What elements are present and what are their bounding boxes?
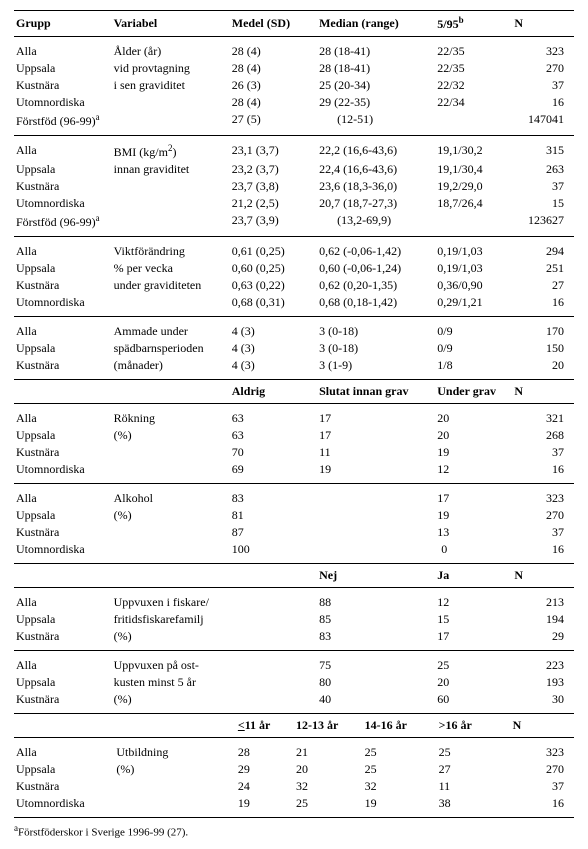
table-row: Uppsalafritidsfiskarefamilj8515194 [14,611,574,628]
sub-header-education: <11 år 12-13 år 14-16 år >16 år N [14,714,574,738]
table-row: Uppsalainnan graviditet23,2 (3,7)22,4 (1… [14,161,574,178]
table-row: Kustnäraunder graviditeten0,63 (0,22)0,6… [14,277,574,294]
sub-header-smoking: Aldrig Slutat innan grav Under grav N [14,380,574,404]
table-row: Kustnära23,7 (3,8)23,6 (18,3-36,0)19,2/2… [14,178,574,195]
table-row: Uppsalakusten minst 5 år8020193 [14,674,574,691]
table-row: Uppsala(%)29202527270 [14,761,574,778]
table-row: Kustnärai sen graviditet26 (3)25 (20-34)… [14,77,574,94]
col-median: Median (range) [317,11,435,37]
data-table: Grupp Variabel Medel (SD) Median (range)… [14,10,574,714]
footnote: aFörstföderskor i Sverige 1996-99 (27). [14,818,574,839]
table-row: Kustnära(månader)4 (3)3 (1-9)1/820 [14,357,574,374]
table-row: Uppsala% per vecka0,60 (0,25)0,60 (-0,06… [14,260,574,277]
table-row: AllaBMI (kg/m2)23,1 (3,7)22,2 (16,6-43,6… [14,142,574,161]
table-row: Uppsala(%)631720268 [14,427,574,444]
table-row: AllaViktförändring0,61 (0,25)0,62 (-0,06… [14,243,574,260]
table-row: Uppsala(%)8119270 [14,507,574,524]
header-row: Grupp Variabel Medel (SD) Median (range)… [14,11,574,37]
table-row: Kustnära70111937 [14,444,574,461]
table-row: Kustnära2432321137 [14,778,574,795]
sub-header-nejja: Nej Ja N [14,564,574,588]
table-row: AllaÅlder (år)28 (4)28 (18-41)22/35323 [14,43,574,60]
table-row: AllaAlkohol8317323 [14,490,574,507]
table-row: AllaAmmade under4 (3)3 (0-18)0/9170 [14,323,574,340]
table-row: AllaUtbildning28212525323 [14,744,574,761]
col-n: N [512,11,574,37]
table-row: Utomnordiska100016 [14,541,574,558]
table-row: Kustnära871337 [14,524,574,541]
col-medel: Medel (SD) [230,11,317,37]
table-row: AllaUppvuxen i fiskare/8812213 [14,594,574,611]
table-row: Utomnordiska21,2 (2,5)20,7 (18,7-27,3)18… [14,195,574,212]
table-row: Uppsalaspädbarnsperioden4 (3)3 (0-18)0/9… [14,340,574,357]
table-row: Förstföd (96-99)a23,7 (3,9) (13,2-69,9)1… [14,212,574,231]
table-row: AllaRökning631720321 [14,410,574,427]
table-row: Utomnordiska1925193816 [14,795,574,812]
col-variabel: Variabel [112,11,230,37]
table-row: Utomnordiska0,68 (0,31)0,68 (0,18-1,42)0… [14,294,574,311]
table-row: Uppsalavid provtagning28 (4)28 (18-41)22… [14,60,574,77]
table-row: Utomnordiska28 (4)29 (22-35)22/3416 [14,94,574,111]
col-grupp: Grupp [14,11,112,37]
table-row: Kustnära(%)406030 [14,691,574,708]
col-595: 5/95b [435,11,512,37]
table-row: AllaUppvuxen på ost-7525223 [14,657,574,674]
education-table: <11 år 12-13 år 14-16 år >16 år N AllaUt… [14,714,574,818]
table-row: Utomnordiska69191216 [14,461,574,478]
table-row: Förstföd (96-99)a27 (5) (12-51)147041 [14,111,574,130]
table-row: Kustnära(%)831729 [14,628,574,645]
